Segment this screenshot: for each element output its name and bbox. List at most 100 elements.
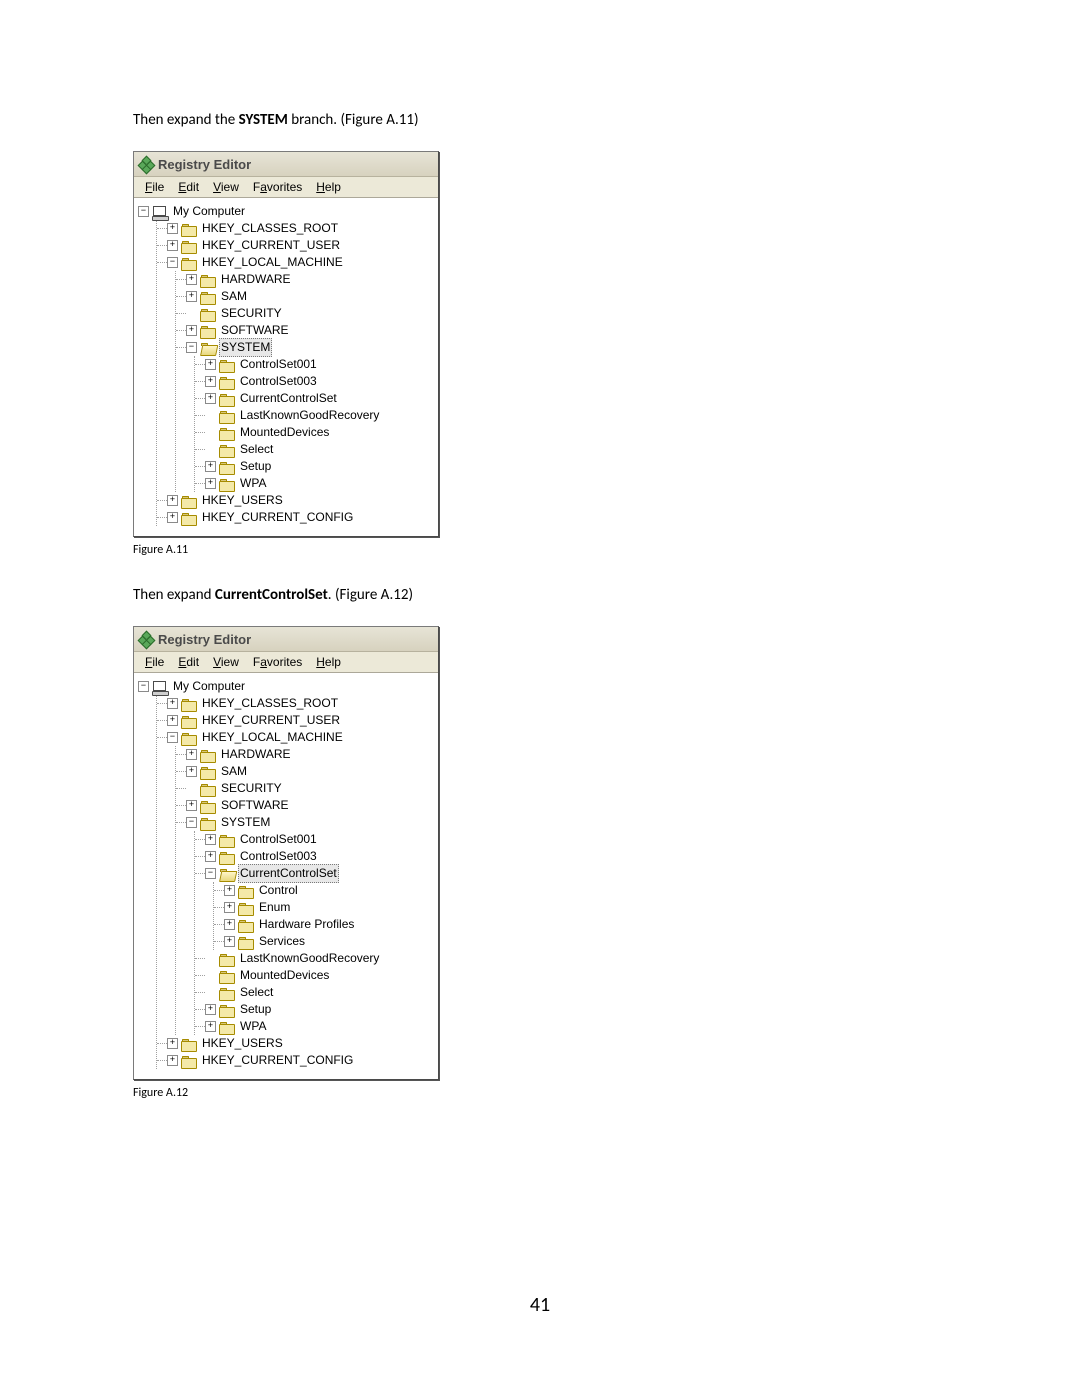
expand-icon[interactable]: +: [205, 834, 216, 845]
menu-edit[interactable]: Edit: [171, 179, 206, 195]
menu-file[interactable]: File: [138, 654, 171, 670]
tree-node-setup[interactable]: + Setup: [195, 1001, 434, 1018]
expand-icon[interactable]: +: [205, 359, 216, 370]
tree-label-selected: SYSTEM: [219, 338, 272, 357]
tree-label: HKEY_CLASSES_ROOT: [200, 695, 340, 712]
expand-icon[interactable]: +: [205, 478, 216, 489]
expand-icon[interactable]: +: [167, 1055, 178, 1066]
tree-node-mounted[interactable]: MountedDevices: [195, 424, 434, 441]
tree-node-hku[interactable]: + HKEY_USERS: [157, 1035, 434, 1052]
tree-node-software[interactable]: + SOFTWARE: [176, 322, 434, 339]
expand-icon[interactable]: +: [167, 495, 178, 506]
expand-icon[interactable]: +: [205, 376, 216, 387]
tree-node-services[interactable]: + Services: [214, 933, 434, 950]
page-number: 41: [0, 1293, 1080, 1317]
folder-closed-icon: [219, 1003, 235, 1017]
folder-closed-icon: [219, 1020, 235, 1034]
expand-icon[interactable]: +: [205, 393, 216, 404]
expand-icon[interactable]: +: [186, 325, 197, 336]
tree-node-security[interactable]: SECURITY: [176, 780, 434, 797]
tree-node-wpa[interactable]: + WPA: [195, 475, 434, 492]
tree-node-hklm[interactable]: − HKEY_LOCAL_MACHINE: [157, 254, 434, 271]
folder-closed-icon: [181, 1054, 197, 1068]
expand-icon[interactable]: +: [186, 291, 197, 302]
tree-node-sam[interactable]: + SAM: [176, 288, 434, 305]
expand-icon[interactable]: +: [205, 461, 216, 472]
collapse-icon[interactable]: −: [205, 868, 216, 879]
menu-view[interactable]: View: [206, 179, 246, 195]
folder-closed-icon: [219, 409, 235, 423]
tree-node-hardware[interactable]: + HARDWARE: [176, 746, 434, 763]
expand-icon[interactable]: +: [224, 936, 235, 947]
titlebar[interactable]: Registry Editor: [134, 152, 438, 177]
menu-favorites[interactable]: Favorites: [246, 179, 309, 195]
tree-node-lkgr[interactable]: LastKnownGoodRecovery: [195, 407, 434, 424]
tree-node-cs003[interactable]: + ControlSet003: [195, 373, 434, 390]
tree-node-sam[interactable]: + SAM: [176, 763, 434, 780]
tree-node-select[interactable]: Select: [195, 441, 434, 458]
tree-node-select[interactable]: Select: [195, 984, 434, 1001]
tree-node-cs001[interactable]: + ControlSet001: [195, 831, 434, 848]
text: Then expand the: [133, 111, 239, 129]
tree-node-software[interactable]: + SOFTWARE: [176, 797, 434, 814]
expand-icon[interactable]: +: [186, 766, 197, 777]
tree-node-system[interactable]: − SYSTEM: [176, 339, 434, 356]
tree-node-lkgr[interactable]: LastKnownGoodRecovery: [195, 950, 434, 967]
collapse-icon[interactable]: −: [186, 342, 197, 353]
tree-node-cs003[interactable]: + ControlSet003: [195, 848, 434, 865]
tree-node-wpa[interactable]: + WPA: [195, 1018, 434, 1035]
collapse-icon[interactable]: −: [186, 817, 197, 828]
titlebar[interactable]: Registry Editor: [134, 627, 438, 652]
menu-help[interactable]: Help: [309, 179, 348, 195]
tree-node-my-computer[interactable]: − My Computer: [138, 203, 434, 220]
expand-icon[interactable]: +: [224, 919, 235, 930]
tree-node-hardware[interactable]: + HARDWARE: [176, 271, 434, 288]
menu-help[interactable]: Help: [309, 654, 348, 670]
menu-view[interactable]: View: [206, 654, 246, 670]
tree-node-hkcr[interactable]: + HKEY_CLASSES_ROOT: [157, 220, 434, 237]
expand-icon[interactable]: +: [186, 749, 197, 760]
expand-icon[interactable]: +: [205, 851, 216, 862]
expand-icon[interactable]: +: [224, 902, 235, 913]
tree-node-enum[interactable]: + Enum: [214, 899, 434, 916]
tree-node-setup[interactable]: + Setup: [195, 458, 434, 475]
expand-icon[interactable]: +: [167, 715, 178, 726]
collapse-icon[interactable]: −: [167, 732, 178, 743]
tree-node-security[interactable]: SECURITY: [176, 305, 434, 322]
tree-node-mounted[interactable]: MountedDevices: [195, 967, 434, 984]
tree-node-hklm[interactable]: − HKEY_LOCAL_MACHINE: [157, 729, 434, 746]
tree-label: My Computer: [171, 203, 247, 220]
tree-node-ccs[interactable]: + CurrentControlSet: [195, 390, 434, 407]
tree-node-hkcr[interactable]: + HKEY_CLASSES_ROOT: [157, 695, 434, 712]
expand-icon[interactable]: +: [186, 274, 197, 285]
tree-node-hku[interactable]: + HKEY_USERS: [157, 492, 434, 509]
collapse-icon[interactable]: −: [138, 681, 149, 692]
expand-icon[interactable]: +: [186, 800, 197, 811]
menu-edit[interactable]: Edit: [171, 654, 206, 670]
menu-file[interactable]: File: [138, 179, 171, 195]
expand-icon[interactable]: +: [224, 885, 235, 896]
collapse-icon[interactable]: −: [138, 206, 149, 217]
expand-icon[interactable]: +: [167, 223, 178, 234]
expand-icon[interactable]: +: [167, 698, 178, 709]
tree-node-hkcu[interactable]: + HKEY_CURRENT_USER: [157, 712, 434, 729]
tree-node-hkcc[interactable]: + HKEY_CURRENT_CONFIG: [157, 1052, 434, 1069]
expand-icon[interactable]: +: [167, 1038, 178, 1049]
tree-node-hkcc[interactable]: + HKEY_CURRENT_CONFIG: [157, 509, 434, 526]
tree-node-my-computer[interactable]: − My Computer: [138, 678, 434, 695]
tree-node-ccs[interactable]: − CurrentControlSet: [195, 865, 434, 882]
folder-closed-icon: [200, 799, 216, 813]
tree-node-system[interactable]: − SYSTEM: [176, 814, 434, 831]
expand-icon[interactable]: +: [167, 512, 178, 523]
tree-node-control[interactable]: + Control: [214, 882, 434, 899]
folder-closed-icon: [219, 969, 235, 983]
menu-favorites[interactable]: Favorites: [246, 654, 309, 670]
expand-icon[interactable]: +: [205, 1021, 216, 1032]
folder-closed-icon: [200, 782, 216, 796]
expand-icon[interactable]: +: [205, 1004, 216, 1015]
tree-node-hwprofiles[interactable]: + Hardware Profiles: [214, 916, 434, 933]
collapse-icon[interactable]: −: [167, 257, 178, 268]
expand-icon[interactable]: +: [167, 240, 178, 251]
tree-node-hkcu[interactable]: + HKEY_CURRENT_USER: [157, 237, 434, 254]
tree-node-cs001[interactable]: + ControlSet001: [195, 356, 434, 373]
